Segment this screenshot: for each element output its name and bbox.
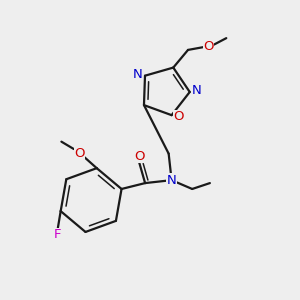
Text: O: O <box>174 110 184 123</box>
Text: O: O <box>74 147 84 160</box>
Text: N: N <box>192 84 202 97</box>
Text: O: O <box>203 40 214 53</box>
Text: O: O <box>134 150 145 163</box>
Text: N: N <box>167 174 176 187</box>
Text: F: F <box>54 228 62 241</box>
Text: N: N <box>133 68 142 81</box>
